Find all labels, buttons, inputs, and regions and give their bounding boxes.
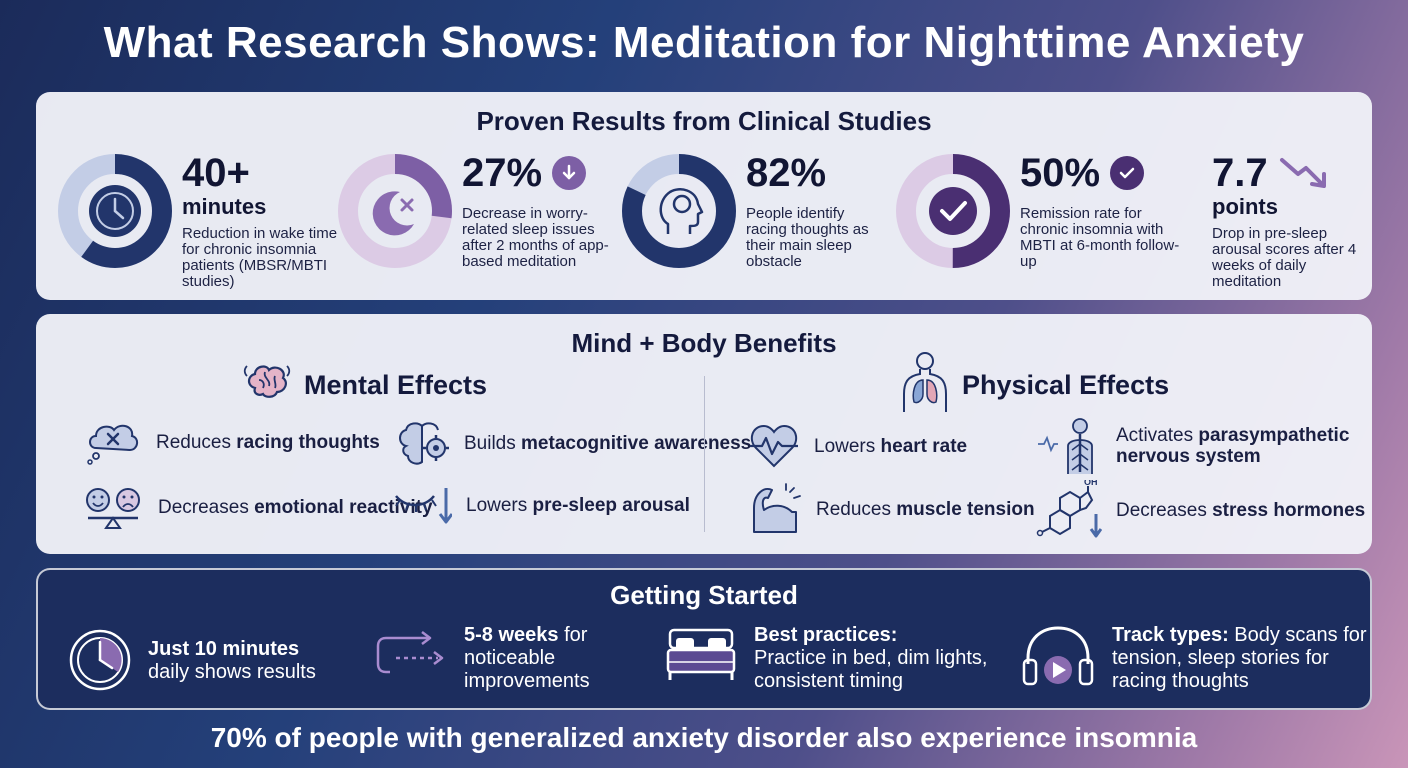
benefit-text-pre: Reduces bbox=[156, 431, 237, 453]
repeat-arrows-icon bbox=[376, 631, 444, 674]
stat-racing-thoughts: 82% People identify racing thoughts as t… bbox=[620, 152, 890, 292]
benefit-text-pre: Lowers bbox=[814, 435, 881, 457]
stat-text: 50% Remission rate for chronic insomnia … bbox=[1020, 152, 1190, 270]
stat-description: Reduction in wake time for chronic insom… bbox=[182, 225, 338, 290]
benefit-item: Decreases emotional reactivity bbox=[82, 482, 433, 532]
clock-icon bbox=[89, 185, 141, 237]
heart-rate-icon bbox=[750, 424, 798, 468]
benefit-item: Builds metacognitive awareness bbox=[396, 418, 751, 468]
clock-icon bbox=[69, 629, 131, 691]
thought-cloud-icon bbox=[87, 424, 138, 465]
benefit-item: OH Decreases stress hormones bbox=[1036, 480, 1365, 540]
emotion-faces-icon bbox=[86, 488, 140, 529]
mental-effects-title: Mental Effects bbox=[304, 370, 488, 400]
arrow-down-icon bbox=[552, 156, 587, 190]
stat-description: Decrease in worry-related sleep issues a… bbox=[462, 205, 609, 270]
start-item-bold: Best practices: bbox=[754, 624, 898, 646]
getting-started-heading: Getting Started bbox=[610, 580, 798, 610]
torso-lungs-icon bbox=[903, 352, 947, 412]
nervous-system-icon bbox=[1038, 418, 1093, 474]
stat-worry-sleep: 27% Decrease in worry-related sleep issu… bbox=[336, 152, 626, 292]
results-heading: Proven Results from Clinical Studies bbox=[476, 106, 932, 136]
trend-down-icon bbox=[1279, 158, 1326, 188]
head-brain-icon bbox=[659, 188, 704, 234]
check-circle-icon bbox=[929, 187, 977, 235]
start-item-bold: Just 10 minutes bbox=[148, 638, 300, 660]
headphones-play-icon bbox=[1022, 626, 1094, 686]
bed-icon bbox=[666, 628, 736, 680]
donut-chart bbox=[58, 154, 172, 268]
benefits-heading: Mind + Body Benefits bbox=[571, 328, 837, 358]
stat-unit: minutes bbox=[182, 194, 267, 219]
benefit-item: Reduces muscle tension bbox=[748, 482, 1035, 536]
stat-wake-time: 40+ minutes Reduction in wake time for c… bbox=[56, 152, 346, 292]
benefit-text-bold: stress hormones bbox=[1212, 499, 1366, 521]
stat-description: Drop in pre-sleep arousal scores after 4… bbox=[1212, 225, 1357, 290]
start-item: Just 10 minutes daily shows results bbox=[68, 628, 348, 692]
start-item-text: Practice in bed, dim lights, consistent … bbox=[754, 647, 988, 692]
stat-value: 82% bbox=[746, 151, 827, 195]
benefit-text-bold: pre-sleep arousal bbox=[532, 494, 690, 516]
footer-statistic: 70% of people with generalized anxiety d… bbox=[210, 722, 1198, 753]
benefit-text-bold: emotional reactivity bbox=[254, 496, 433, 518]
stat-value: 7.7 bbox=[1212, 151, 1268, 195]
brain-icon bbox=[243, 365, 291, 398]
page-title: What Research Shows: Meditation for Nigh… bbox=[103, 18, 1305, 67]
benefit-text-pre: Activates bbox=[1116, 425, 1199, 446]
benefit-text-bold: parasympathetic nervous system bbox=[1116, 425, 1350, 467]
brain-gear-icon bbox=[399, 422, 449, 465]
stat-description: People identify racing thoughts as their… bbox=[746, 205, 869, 270]
donut-chart bbox=[338, 154, 452, 268]
benefit-text-bold: muscle tension bbox=[896, 498, 1035, 520]
stat-remission: 50% Remission rate for chronic insomnia … bbox=[894, 152, 1194, 292]
stat-value: 50% bbox=[1020, 151, 1101, 195]
benefit-text-bold: heart rate bbox=[880, 435, 968, 457]
benefits-panel: Mind + Body Benefits Mental Effects Redu… bbox=[36, 314, 1372, 554]
stat-text: 82% People identify racing thoughts as t… bbox=[746, 152, 886, 270]
stat-text: 40+ minutes Reduction in wake time for c… bbox=[182, 152, 352, 290]
stat-text: 7.7 points Drop in pre-sleep arousal sco… bbox=[1212, 152, 1362, 290]
flexed-arm-icon bbox=[753, 483, 801, 533]
getting-started-panel: Getting Started Just 10 minutes daily sh… bbox=[36, 568, 1372, 710]
benefit-text-bold: metacognitive awareness bbox=[521, 432, 752, 454]
start-item: Track types: Body scans for tension, sle… bbox=[1020, 624, 1372, 693]
hormone-molecule-icon: OH bbox=[1036, 480, 1102, 538]
start-item: Best practices: Practice in bed, dim lig… bbox=[664, 624, 994, 693]
benefit-text-pre: Decreases bbox=[158, 496, 255, 518]
hormone-label: OH bbox=[1084, 480, 1098, 487]
benefit-item: Activates parasympathetic nervous system bbox=[1038, 416, 1372, 476]
benefit-text-pre: Decreases bbox=[1116, 499, 1213, 521]
stat-text: 27% Decrease in worry-related sleep issu… bbox=[462, 152, 622, 270]
start-item-text: Body scans for tension, sleep stories fo… bbox=[1112, 624, 1367, 692]
donut-chart bbox=[896, 154, 1010, 268]
start-item-bold: Track types: bbox=[1112, 624, 1229, 646]
benefit-text-bold: racing thoughts bbox=[236, 431, 380, 453]
stat-description: Remission rate for chronic insomnia with… bbox=[1020, 205, 1180, 270]
benefit-text-pre: Lowers bbox=[466, 494, 533, 516]
stat-unit: points bbox=[1212, 194, 1278, 219]
stat-value: 27% bbox=[462, 151, 543, 195]
stat-value: 40+ bbox=[182, 151, 250, 195]
check-icon bbox=[1110, 156, 1145, 190]
benefit-text-pre: Reduces bbox=[816, 498, 897, 520]
results-panel: Proven Results from Clinical Studies 40+… bbox=[36, 92, 1372, 300]
physical-effects-title: Physical Effects bbox=[962, 370, 1170, 400]
stat-arousal-drop: 7.7 points Drop in pre-sleep arousal sco… bbox=[1212, 152, 1362, 292]
start-item-bold: 5-8 weeks bbox=[464, 624, 559, 646]
benefit-item: Lowers heart rate bbox=[748, 422, 967, 470]
start-item-text: daily shows results bbox=[148, 661, 316, 683]
benefit-item: Reduces racing thoughts bbox=[84, 418, 380, 466]
start-item-text: for noticeable improvements bbox=[464, 624, 590, 692]
divider bbox=[704, 376, 705, 532]
donut-chart bbox=[622, 154, 736, 268]
start-item: 5-8 weeks for noticeable improvements bbox=[374, 624, 624, 693]
benefit-item: Lowers pre-sleep arousal bbox=[392, 482, 690, 528]
closed-eye-arrow-icon bbox=[395, 488, 452, 524]
benefit-text-pre: Builds bbox=[464, 432, 522, 454]
moon-x-icon bbox=[372, 191, 414, 236]
